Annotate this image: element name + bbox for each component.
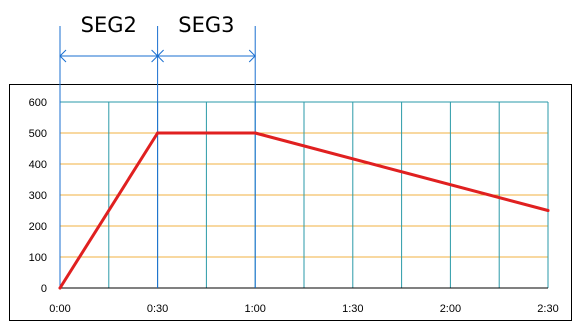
y-tick-label: 500 bbox=[29, 128, 47, 140]
segment-label: SEG3 bbox=[178, 13, 234, 37]
y-tick-label: 200 bbox=[29, 221, 47, 233]
segment-arrow-head-right bbox=[248, 49, 256, 63]
chart-frame bbox=[9, 84, 572, 321]
segment-arrow-head-left bbox=[156, 49, 164, 63]
y-tick-label: 0 bbox=[41, 283, 47, 295]
x-tick-label: 1:00 bbox=[244, 303, 265, 315]
segment-arrow-head-left bbox=[59, 49, 67, 63]
x-tick-label: 0:30 bbox=[147, 303, 168, 315]
x-tick-label: 1:30 bbox=[342, 303, 363, 315]
x-tick-label: 2:00 bbox=[440, 303, 461, 315]
x-tick-label: 0:00 bbox=[49, 303, 70, 315]
profile-line bbox=[58, 131, 550, 290]
y-tick-label: 100 bbox=[29, 252, 47, 264]
y-tick-label: 400 bbox=[29, 159, 47, 171]
y-tick-label: 300 bbox=[29, 190, 47, 202]
y-tick-label: 600 bbox=[29, 97, 47, 109]
profile-point bbox=[156, 131, 160, 135]
profile-point bbox=[253, 131, 257, 135]
x-tick-label: 2:30 bbox=[537, 303, 558, 315]
profile-point bbox=[546, 209, 550, 212]
profile-point bbox=[58, 286, 62, 290]
segment-label: SEG2 bbox=[81, 13, 137, 37]
